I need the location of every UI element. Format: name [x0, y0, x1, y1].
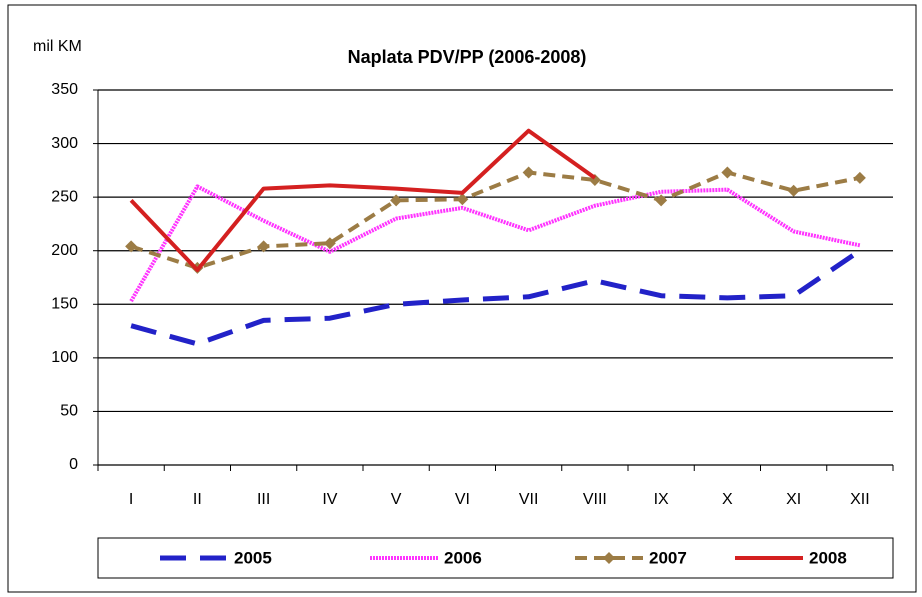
legend-label: 2005: [234, 548, 272, 567]
series-line: [129, 128, 597, 272]
y-tick-label: 50: [60, 403, 78, 420]
series-marker: [787, 184, 800, 197]
x-tick-label: X: [722, 491, 733, 508]
x-tick-label: V: [391, 491, 402, 508]
x-tick-label: VI: [455, 491, 470, 508]
y-tick-label: 200: [51, 242, 78, 259]
x-tick-label: III: [257, 491, 270, 508]
series-marker: [323, 237, 336, 250]
series-line: [130, 248, 862, 347]
series-marker: [853, 171, 866, 184]
series-marker: [257, 240, 270, 253]
series-marker: [390, 194, 403, 207]
x-tick-label: VIII: [583, 491, 607, 508]
x-tick-label: I: [129, 491, 133, 508]
x-tick-label: II: [193, 491, 202, 508]
series-marker: [721, 166, 734, 179]
y-tick-label: 0: [69, 456, 78, 473]
series-marker: [522, 166, 535, 179]
x-tick-label: IV: [322, 491, 337, 508]
legend-label: 2006: [444, 548, 482, 567]
x-tick-label: IX: [654, 491, 669, 508]
legend-label: 2007: [649, 548, 687, 567]
legend-marker: [603, 552, 615, 564]
y-tick-label: 150: [51, 296, 78, 313]
x-tick-label: XI: [786, 491, 801, 508]
x-tick-label: XII: [850, 491, 870, 508]
x-tick-label: VII: [519, 491, 539, 508]
y-tick-label: 100: [51, 349, 78, 366]
y-axis-label: mil KM: [33, 38, 82, 55]
y-tick-label: 300: [51, 135, 78, 152]
series-marker: [456, 193, 469, 206]
chart-title: Naplata PDV/PP (2006-2008): [348, 47, 587, 67]
series-marker: [655, 194, 668, 207]
series-line: [130, 170, 861, 270]
y-tick-label: 350: [51, 81, 78, 98]
series-line: [129, 184, 861, 303]
y-tick-label: 250: [51, 188, 78, 205]
legend-label: 2008: [809, 548, 847, 567]
series-marker: [125, 240, 138, 253]
